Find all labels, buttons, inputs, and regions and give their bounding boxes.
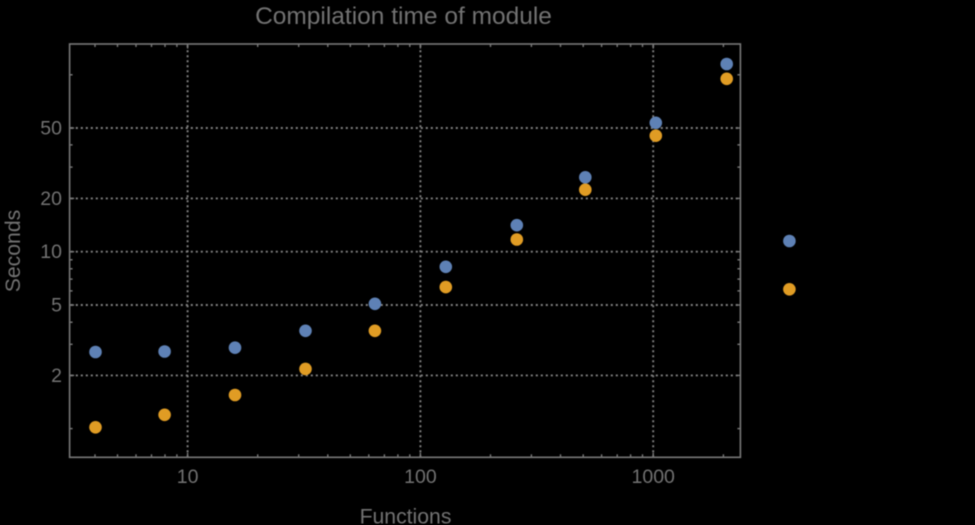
svg-text:Compilation time of module: Compilation time of module <box>255 3 552 30</box>
svg-text:1000: 1000 <box>632 466 676 488</box>
svg-text:Functions: Functions <box>360 505 452 525</box>
svg-text:Seconds: Seconds <box>2 210 25 292</box>
svg-text:100: 100 <box>404 466 437 488</box>
svg-text:20: 20 <box>40 188 62 210</box>
svg-text:2: 2 <box>51 365 62 387</box>
svg-text:10: 10 <box>177 466 199 488</box>
svg-text:10: 10 <box>40 241 62 263</box>
svg-text:5: 5 <box>51 295 62 317</box>
svg-text:50: 50 <box>40 118 62 140</box>
